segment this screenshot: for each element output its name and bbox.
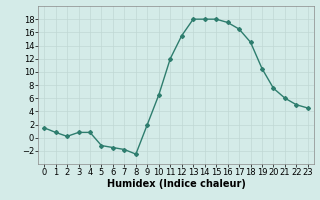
X-axis label: Humidex (Indice chaleur): Humidex (Indice chaleur): [107, 179, 245, 189]
